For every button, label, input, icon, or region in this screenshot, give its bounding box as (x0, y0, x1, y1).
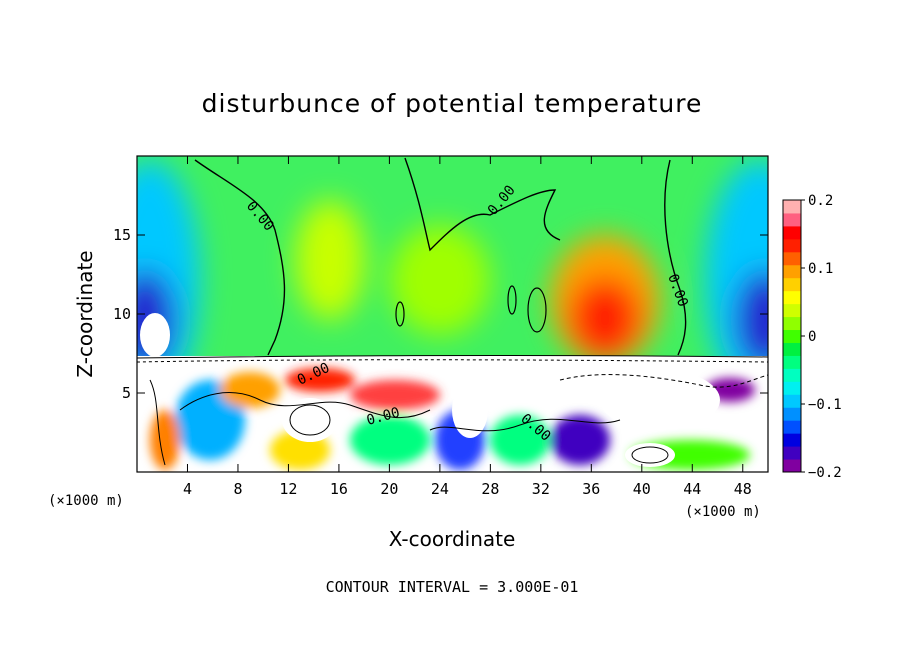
x-tick-label: 16 (330, 480, 348, 498)
contour-wave-4 (149, 379, 166, 466)
y-axis-label: Z-coordinate (73, 250, 97, 377)
zero-contour-left (194, 159, 286, 356)
x-tick-label: 48 (734, 480, 752, 498)
plot-area: 0.00 0.00 0.00 0.00 0.00 0.00 (137, 156, 768, 472)
colorbar-swatch (783, 238, 801, 253)
colorbar-swatch (783, 277, 801, 292)
small-contour-c (527, 287, 547, 333)
colorbar-tick-label: −0.2 (808, 465, 842, 481)
colorbar-tick-label: 0.2 (808, 193, 833, 209)
turbulence-d (350, 380, 440, 410)
x-unit-right: (×1000 m) (685, 504, 761, 520)
colorbar-swatch (783, 433, 801, 447)
colorbar-swatch (783, 446, 801, 460)
contour-wave-3 (559, 374, 768, 388)
y-tick-label: 10 (113, 305, 131, 323)
colorbar-swatch (783, 394, 801, 408)
colorbar: 0.2 0.1 0 −0.1 −0.2 (782, 193, 842, 481)
turbulence-k (150, 410, 180, 470)
colorbar-swatch (783, 316, 801, 331)
turbulence-h (550, 415, 610, 465)
colorbar-swatch (783, 290, 801, 305)
small-contour-b (507, 285, 517, 315)
contour-eddy-b (631, 446, 669, 464)
colorbar-swatch (783, 329, 801, 343)
turbulence-g (490, 415, 550, 465)
colorbar-swatch (783, 459, 801, 473)
x-axis-label: X-coordinate (389, 527, 516, 551)
contour-interface (137, 354, 768, 359)
turbulence-e (350, 415, 430, 465)
warm-anomaly-center (390, 225, 490, 335)
colorbar-swatch (783, 407, 801, 421)
y-tick-label: 15 (113, 226, 131, 244)
warm-anomaly-middle (295, 200, 365, 320)
contour-wave-2 (429, 418, 621, 432)
y-tick-label: 5 (122, 384, 131, 402)
zero-contour-right (664, 159, 687, 356)
contour-interface-2 (137, 359, 768, 363)
x-tick-label: 32 (532, 480, 550, 498)
white-eddy-e (140, 313, 170, 357)
x-tick-label: 24 (431, 480, 449, 498)
colorbar-swatch (783, 420, 801, 434)
x-tick-label: 40 (633, 480, 651, 498)
white-eddy-c (600, 370, 720, 430)
colorbar-swatch (783, 381, 801, 395)
colorbar-swatch (783, 200, 801, 214)
x-tick-label: 44 (683, 480, 701, 498)
warm-anomaly-right-core (570, 278, 640, 358)
x-tick-label: 36 (582, 480, 600, 498)
x-tick-label: 4 (183, 480, 192, 498)
cold-anomaly-right-core (735, 270, 768, 370)
colorbar-swatch (783, 225, 801, 240)
x-tick-label: 20 (380, 480, 398, 498)
contour-interval-note: CONTOUR INTERVAL = 3.000E-01 (326, 578, 579, 596)
contour-wave-1 (179, 392, 431, 419)
lower-layer-contours (137, 354, 768, 466)
x-tick-label: 8 (233, 480, 242, 498)
white-eddy-b (452, 382, 488, 438)
y-axis-ticks: 5 10 15 (113, 226, 768, 402)
colorbar-tick-label: 0 (808, 329, 816, 345)
colorbar-tick-label: 0.1 (808, 261, 833, 277)
zero-contour-center (404, 157, 561, 252)
x-tick-label: 28 (481, 480, 499, 498)
upper-layer-blobs (137, 160, 768, 400)
colorbar-swatch (783, 355, 801, 369)
colorbar-tick-label: −0.1 (808, 397, 842, 413)
x-unit-left: (×1000 m) (48, 493, 124, 509)
turbulence-c (285, 368, 355, 392)
x-axis-ticks: 4 8 12 16 20 24 28 32 36 40 44 48 (183, 156, 752, 498)
small-contour-a (395, 301, 405, 327)
colorbar-swatch (783, 251, 801, 266)
turbulence-b (220, 372, 280, 408)
x-tick-label: 12 (279, 480, 297, 498)
contour-eddy-a (289, 404, 331, 436)
colorbar-swatch (783, 368, 801, 382)
colorbar-swatch (783, 264, 801, 279)
colorbar-swatch (783, 342, 801, 356)
colorbar-swatch (783, 303, 801, 318)
colorbar-swatch (783, 212, 801, 227)
chart-title: disturbunce of potential temperature (202, 89, 703, 118)
